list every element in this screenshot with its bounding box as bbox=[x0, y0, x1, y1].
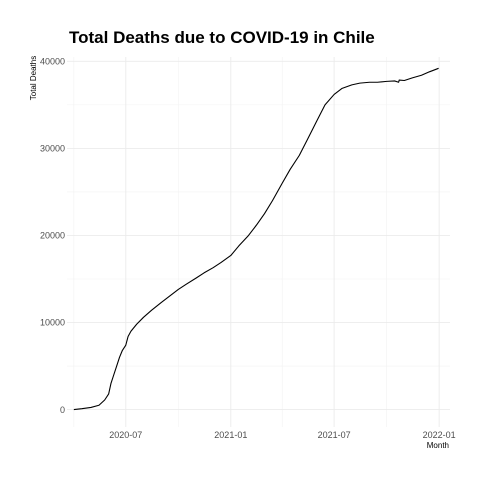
major-gridlines bbox=[67, 57, 450, 427]
y-tick-labels: 0 10000 20000 30000 40000 bbox=[40, 57, 65, 415]
x-tick-label: 2022-01 bbox=[423, 430, 456, 440]
x-tick-label: 2021-01 bbox=[214, 430, 247, 440]
y-tick-label: 20000 bbox=[40, 231, 65, 241]
y-tick-label: 40000 bbox=[40, 57, 65, 67]
y-tick-label: 0 bbox=[60, 405, 65, 415]
x-tick-labels: 2020-07 2021-01 2021-07 2022-01 bbox=[109, 430, 455, 440]
x-tick-label: 2021-07 bbox=[318, 430, 351, 440]
y-tick-label: 30000 bbox=[40, 144, 65, 154]
series-line bbox=[73, 67, 439, 411]
series-layer bbox=[73, 67, 439, 411]
x-tick-label: 2020-07 bbox=[109, 430, 142, 440]
chart-title: Total Deaths due to COVID-19 in Chile bbox=[69, 28, 375, 47]
x-axis-title: Month bbox=[427, 441, 449, 450]
y-tick-label: 10000 bbox=[40, 318, 65, 328]
minor-gridlines bbox=[67, 57, 450, 427]
y-axis-title: Total Deaths bbox=[29, 56, 38, 100]
